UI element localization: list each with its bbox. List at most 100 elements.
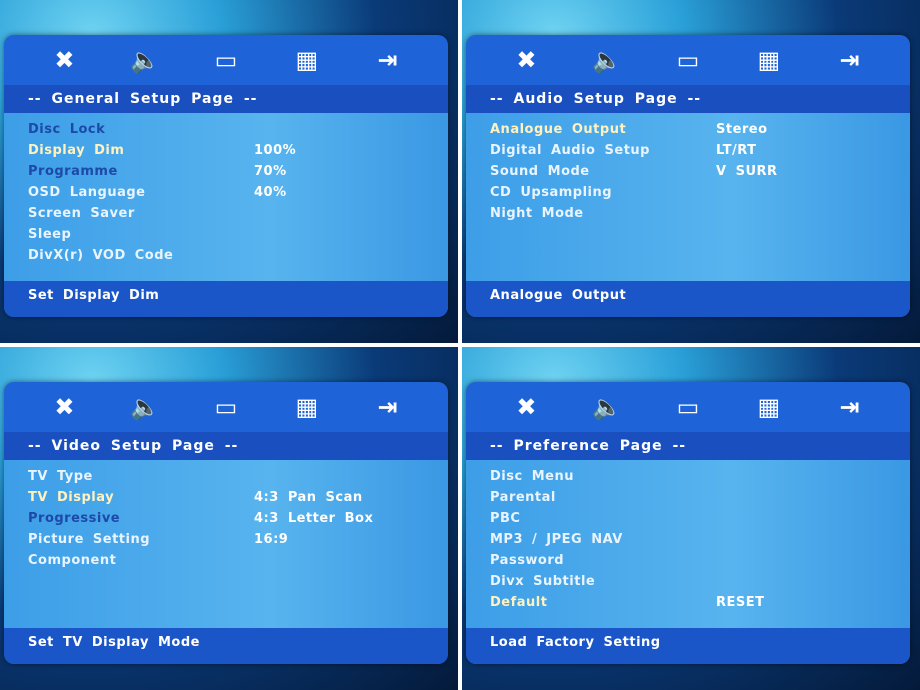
menu-item-label: MP3 / JPEG NAV [490,532,623,547]
option-value[interactable]: RESET [716,595,765,610]
option-value[interactable]: 40% [254,185,287,200]
status-hint: Analogue Output [466,281,910,317]
menu-item-label: Programme [28,164,118,179]
menu-item-label: TV Type [28,469,93,484]
menu-tabs: ✖ 🔈 ▭ ▦ ⇥ [4,35,448,85]
preference-grid-icon[interactable]: ▦ [757,393,781,421]
menu-items: Analogue Output Stereo Digital Audio Setup… [466,113,910,281]
speaker-icon[interactable]: 🔈 [130,46,161,74]
menu-item-label: TV Display [28,490,115,505]
menu-item[interactable]: Divx Subtitle [490,571,910,592]
option-value[interactable]: 16:9 [254,532,289,547]
menu-item-label: CD Upsampling [490,185,613,200]
menu-item-label: Analogue Output [490,122,627,137]
video-icon[interactable]: ▭ [214,393,238,421]
tools-icon[interactable]: ✖ [54,393,75,421]
menu-item[interactable]: OSD Language 40% [28,182,448,203]
menu-item[interactable]: TV Display 4:3 Pan Scan [28,487,448,508]
menu-item-label: Progressive [28,511,121,526]
option-value[interactable]: 4:3 Letter Box [254,511,374,526]
exit-icon[interactable]: ⇥ [377,393,398,421]
setup-screen: ✖ 🔈 ▭ ▦ ⇥ -- Preference Page -- Disc Menu Paren… [462,347,920,690]
tools-icon[interactable]: ✖ [516,46,537,74]
menu-item[interactable]: Password [490,550,910,571]
setup-menu: ✖ 🔈 ▭ ▦ ⇥ -- Preference Page -- Disc Menu Paren… [466,382,910,664]
menu-item[interactable]: TV Type [28,466,448,487]
option-value[interactable]: V SURR [716,164,778,179]
preference-grid-icon[interactable]: ▦ [295,393,319,421]
tools-icon[interactable]: ✖ [54,46,75,74]
setup-menu: ✖ 🔈 ▭ ▦ ⇥ -- Audio Setup Page -- Analogue Outp… [466,35,910,317]
menu-item-label: Disc Menu [490,469,574,484]
menu-item-label: Component [28,553,117,568]
menu-tabs: ✖ 🔈 ▭ ▦ ⇥ [4,382,448,432]
menu-item-label: Password [490,553,565,568]
menu-item-label: Parental [490,490,556,505]
menu-item[interactable]: Disc Lock [28,119,448,140]
menu-item-label: Night Mode [490,206,584,221]
menu-item-label: Display Dim [28,143,125,158]
menu-item[interactable]: Night Mode [490,203,910,224]
page-title: -- General Setup Page -- [4,85,448,113]
page-title: -- Preference Page -- [466,432,910,460]
menu-item[interactable]: CD Upsampling [490,182,910,203]
speaker-icon[interactable]: 🔈 [592,393,623,421]
setup-screen: ✖ 🔈 ▭ ▦ ⇥ -- Audio Setup Page -- Analogue Outp… [462,0,920,343]
option-value[interactable]: 100% [254,143,297,158]
setup-menu: ✖ 🔈 ▭ ▦ ⇥ -- Video Setup Page -- TV Type TV Dis… [4,382,448,664]
setup-screen: ✖ 🔈 ▭ ▦ ⇥ -- General Setup Page -- Disc Lock Di… [0,0,458,343]
video-icon[interactable]: ▭ [676,46,700,74]
option-value[interactable]: 70% [254,164,287,179]
menu-item-label: Default [490,595,548,610]
menu-item[interactable]: Digital Audio Setup LT/RT [490,140,910,161]
setup-screen: ✖ 🔈 ▭ ▦ ⇥ -- Video Setup Page -- TV Type TV Dis… [0,347,458,690]
menu-items: Disc Lock Display Dim 100% Programme 70% OSD … [4,113,448,281]
status-hint: Load Factory Setting [466,628,910,664]
video-icon[interactable]: ▭ [214,46,238,74]
menu-item-label: Picture Setting [28,532,151,547]
menu-item[interactable]: Default RESET [490,592,910,613]
tools-icon[interactable]: ✖ [516,393,537,421]
menu-item[interactable]: Screen Saver [28,203,448,224]
menu-tabs: ✖ 🔈 ▭ ▦ ⇥ [466,35,910,85]
menu-item[interactable]: Disc Menu [490,466,910,487]
menu-items: Disc Menu Parental PBC MP3 / JPEG NAV Passwo… [466,460,910,628]
menu-item-label: Digital Audio Setup [490,143,650,158]
preference-grid-icon[interactable]: ▦ [757,46,781,74]
menu-item-label: Divx Subtitle [490,574,596,589]
menu-item[interactable]: Analogue Output Stereo [490,119,910,140]
speaker-icon[interactable]: 🔈 [130,393,161,421]
status-hint: Set Display Dim [4,281,448,317]
speaker-icon[interactable]: 🔈 [592,46,623,74]
menu-item-label: OSD Language [28,185,146,200]
menu-item[interactable]: Sound Mode V SURR [490,161,910,182]
exit-icon[interactable]: ⇥ [839,46,860,74]
menu-item[interactable]: Progressive 4:3 Letter Box [28,508,448,529]
menu-item-label: Sound Mode [490,164,590,179]
menu-item[interactable]: PBC [490,508,910,529]
status-hint: Set TV Display Mode [4,628,448,664]
page-title: -- Video Setup Page -- [4,432,448,460]
menu-item[interactable]: Parental [490,487,910,508]
menu-item-label: Sleep [28,227,72,242]
menu-item[interactable]: DivX(r) VOD Code [28,245,448,266]
setup-menu: ✖ 🔈 ▭ ▦ ⇥ -- General Setup Page -- Disc Lock Di… [4,35,448,317]
exit-icon[interactable]: ⇥ [377,46,398,74]
option-value[interactable]: LT/RT [716,143,757,158]
menu-tabs: ✖ 🔈 ▭ ▦ ⇥ [466,382,910,432]
menu-item[interactable]: Programme 70% [28,161,448,182]
option-value[interactable]: 4:3 Pan Scan [254,490,363,505]
menu-item[interactable]: Sleep [28,224,448,245]
preference-grid-icon[interactable]: ▦ [295,46,319,74]
menu-items: TV Type TV Display 4:3 Pan Scan Progressive… [4,460,448,628]
menu-item[interactable]: MP3 / JPEG NAV [490,529,910,550]
exit-icon[interactable]: ⇥ [839,393,860,421]
option-value[interactable]: Stereo [716,122,768,137]
menu-item[interactable]: Component [28,550,448,571]
menu-item-label: PBC [490,511,521,526]
menu-item-label: Disc Lock [28,122,106,137]
video-icon[interactable]: ▭ [676,393,700,421]
menu-item[interactable]: Display Dim 100% [28,140,448,161]
menu-item[interactable]: Picture Setting 16:9 [28,529,448,550]
page-title: -- Audio Setup Page -- [466,85,910,113]
